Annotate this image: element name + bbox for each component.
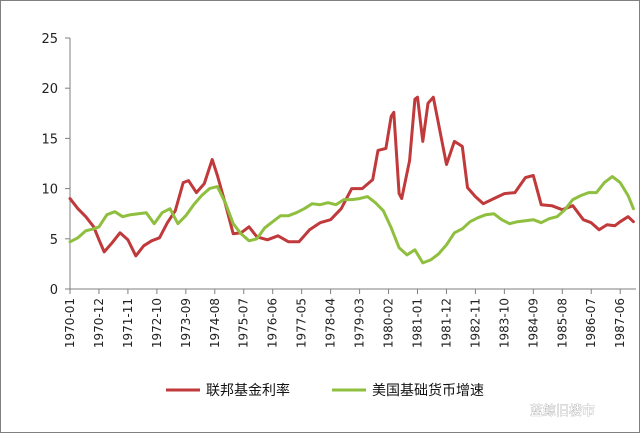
x-tick-label: 1981-12 bbox=[439, 298, 453, 348]
x-tick-label: 1981-01 bbox=[410, 298, 424, 348]
watermark-text: 蓝鲸旧楼市 bbox=[530, 403, 595, 419]
y-tick-label: 15 bbox=[41, 132, 58, 147]
legend-label-money-growth: 美国基础货币增速 bbox=[372, 382, 484, 399]
y-tick-label: 5 bbox=[50, 233, 58, 248]
x-tick-label: 1977-05 bbox=[295, 298, 309, 348]
legend: 联邦基金利率 美国基础货币增速 bbox=[166, 382, 484, 399]
x-tick-label: 1972-10 bbox=[150, 298, 164, 348]
watermark: 蓝鲸旧楼市 bbox=[530, 403, 596, 420]
x-tick-label: 1980-02 bbox=[382, 298, 396, 348]
x-tick-label: 1978-04 bbox=[324, 298, 338, 348]
x-tick-label: 1975-07 bbox=[237, 298, 251, 348]
x-tick-label: 1976-06 bbox=[266, 298, 280, 348]
y-tick-label: 25 bbox=[41, 32, 58, 47]
series-money-growth-line bbox=[68, 175, 635, 265]
x-tick-label: 1986-07 bbox=[584, 298, 598, 348]
x-tick-label: 1971-11 bbox=[121, 298, 135, 348]
x-tick-label: 1970-01 bbox=[63, 298, 77, 348]
x-tick-label: 1984-09 bbox=[526, 298, 540, 348]
series-layer bbox=[68, 95, 635, 265]
legend-label-fed-rate: 联邦基金利率 bbox=[206, 382, 290, 399]
x-tick-label: 1973-09 bbox=[179, 298, 193, 348]
x-tick-label: 1974-08 bbox=[208, 298, 222, 348]
x-tick-label: 1987-06 bbox=[613, 298, 627, 348]
y-tick-label: 0 bbox=[50, 283, 58, 298]
x-axis: 1970-01 1970-12 1971-11 1972-10 1973-09 1974-… bbox=[63, 288, 636, 348]
y-tick-label: 10 bbox=[41, 183, 58, 198]
y-tick-label: 20 bbox=[41, 82, 58, 97]
x-tick-label: 1970-12 bbox=[92, 298, 106, 348]
x-tick-label: 1982-11 bbox=[468, 298, 482, 348]
x-tick-label: 1983-10 bbox=[497, 298, 511, 348]
x-tick-label: 1979-03 bbox=[353, 298, 367, 348]
y-axis: 0 5 10 15 20 25 bbox=[41, 32, 71, 298]
series-fed-rate-line bbox=[68, 95, 635, 258]
x-tick-label: 1985-08 bbox=[555, 298, 569, 348]
